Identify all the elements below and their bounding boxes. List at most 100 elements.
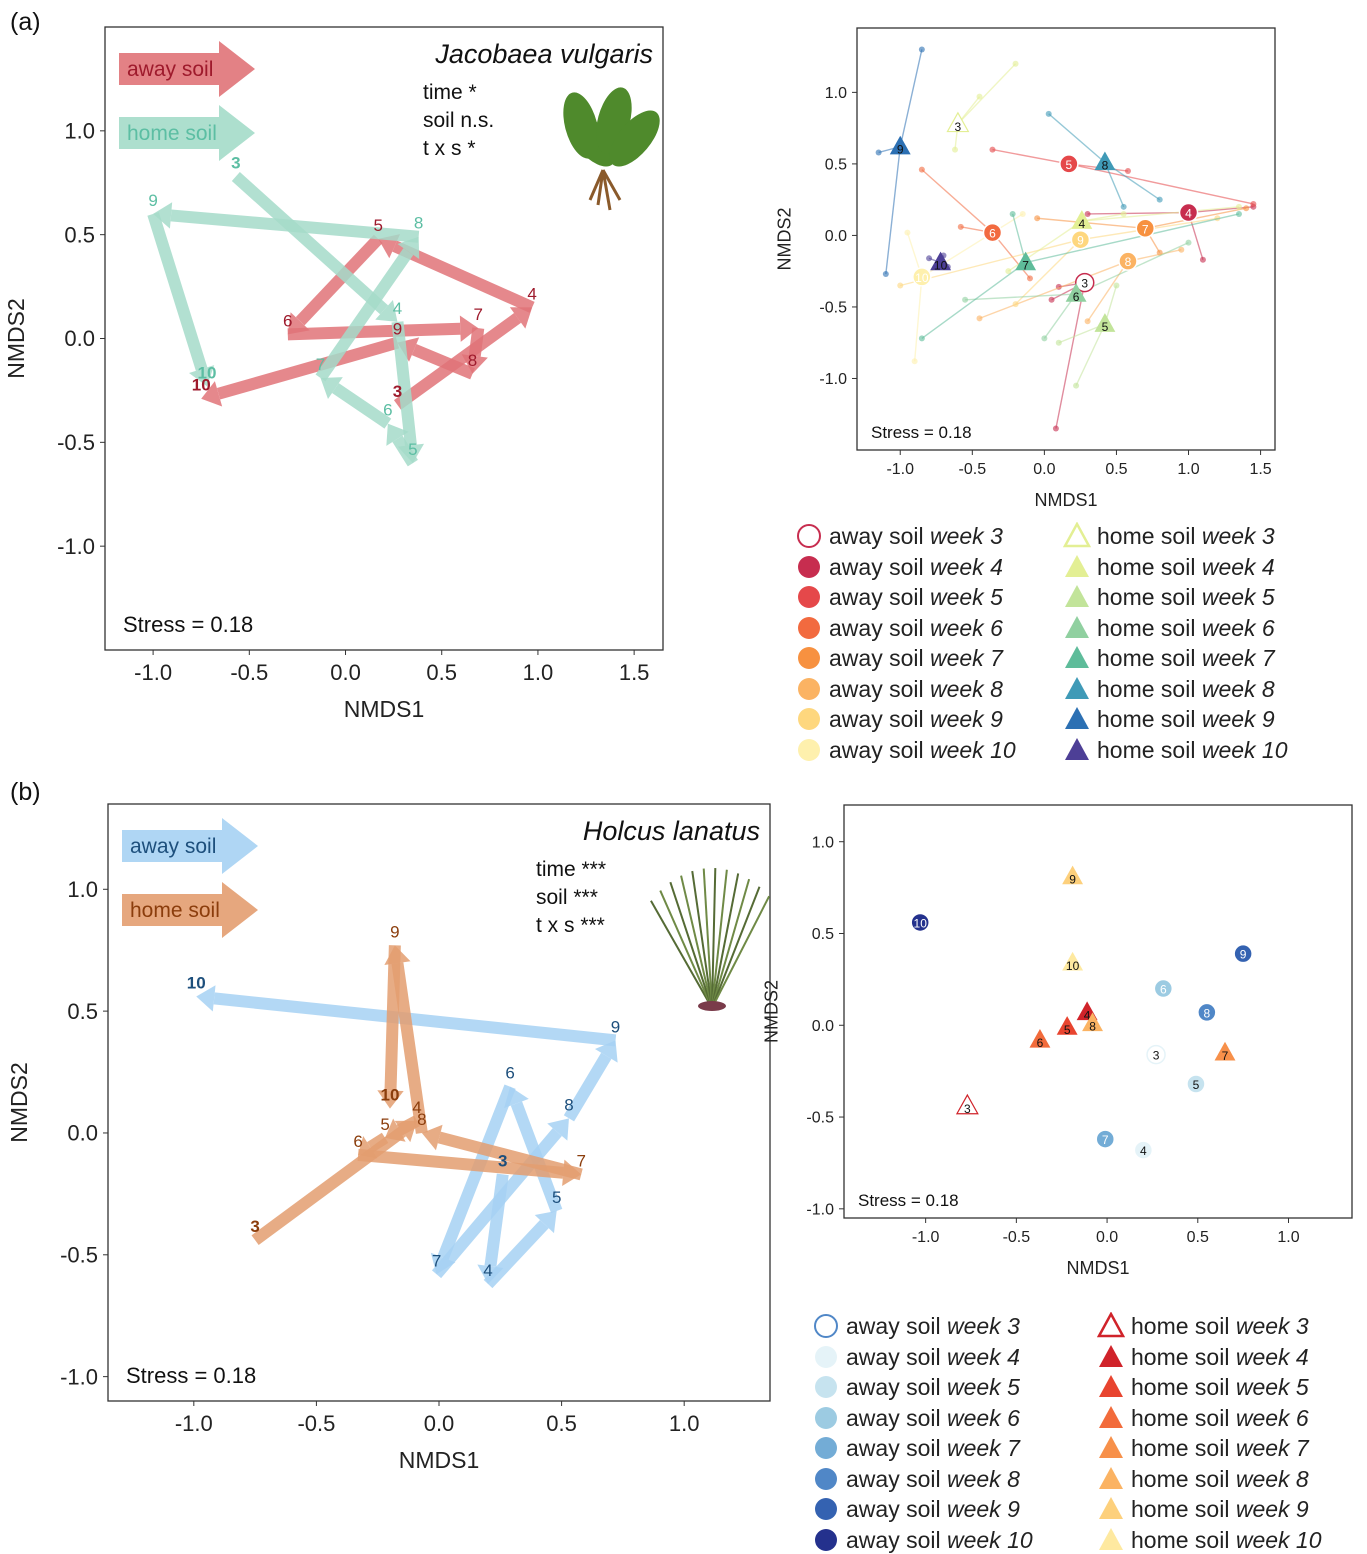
trajectory-arrow-shaft xyxy=(392,435,418,467)
legend-arrow xyxy=(119,105,255,161)
replicate-spoke xyxy=(1075,323,1106,386)
week-label: 5 xyxy=(380,1115,389,1134)
y-tick-label: -0.5 xyxy=(60,1242,98,1267)
centroid-triangle xyxy=(1094,313,1116,332)
legend-circle xyxy=(815,1528,837,1551)
legend-triangle-marker xyxy=(1099,1344,1123,1367)
legend-text: away soil week 3 xyxy=(846,1312,1020,1340)
legend-circle xyxy=(815,1498,837,1520)
week-label: 3 xyxy=(393,382,402,401)
stat-line: t x s *** xyxy=(536,914,605,937)
grass-blade xyxy=(711,868,717,1009)
trajectory-arrow-shaft xyxy=(357,1148,564,1179)
legend-week-text: week 5 xyxy=(1235,1374,1309,1400)
b_main-chart: -1.0 -0.5 0.0 0.5 1.0 -1.0 -0.5 0.0 0.5 1.0 NMDS1 N… xyxy=(6,803,771,1473)
panel-label: (b) xyxy=(10,778,41,806)
leaf xyxy=(609,110,660,167)
legend-circle-marker xyxy=(798,708,820,730)
replicate-spoke xyxy=(1015,239,1081,305)
legend-arrow-label: away soil xyxy=(130,835,216,858)
replicate-point xyxy=(1012,60,1019,67)
replicate-point xyxy=(918,46,925,53)
legend-soil-text: home soil xyxy=(1097,553,1202,580)
y-tick-label: 0.0 xyxy=(825,228,847,245)
week-label: 6 xyxy=(383,401,392,420)
legend-circle xyxy=(798,586,820,608)
plot-frame xyxy=(107,803,771,1402)
x-axis-label: NMDS1 xyxy=(1034,490,1097,510)
week-label: 9 xyxy=(148,191,157,210)
legend-week-text: week 3 xyxy=(929,523,1003,549)
grass-base xyxy=(698,1001,726,1011)
grass-blade xyxy=(702,868,713,1009)
legend-week-text: week 6 xyxy=(929,614,1003,641)
centroid-week-label: 3 xyxy=(1081,277,1088,291)
centroid-triangle xyxy=(1214,1041,1236,1061)
week-label: 4 xyxy=(527,284,536,303)
legend-triangle-marker xyxy=(1099,1497,1123,1519)
trajectory-arrow-shaft xyxy=(251,1126,407,1246)
legend-week-text: week 7 xyxy=(1235,1435,1309,1461)
legend-text: home soil week 8 xyxy=(1131,1465,1309,1493)
trajectory-arrow-shaft xyxy=(411,344,475,380)
trajectory-arrow-shaft xyxy=(367,1132,389,1153)
legend-week-text: week 4 xyxy=(929,553,1003,580)
y-tick-label: 0.5 xyxy=(825,156,847,173)
trajectory-arrow-shaft xyxy=(384,945,401,1091)
legend-arrow xyxy=(119,41,255,97)
replicate-spoke xyxy=(921,169,993,234)
week-label: 10 xyxy=(381,1086,400,1105)
stat-line: soil n.s. xyxy=(423,109,494,132)
legend-triangle xyxy=(1099,1466,1123,1489)
replicate-spoke xyxy=(957,63,1017,125)
legend-text: away soil week 3 xyxy=(829,522,1003,550)
centroid-week-label: 7 xyxy=(1222,1049,1229,1063)
centroid-triangle xyxy=(930,251,952,271)
stat-line: t x s * xyxy=(423,137,476,160)
x-tick-label: -1.0 xyxy=(886,461,914,478)
legend-triangle xyxy=(1099,1497,1123,1519)
week-label: 5 xyxy=(408,440,417,459)
x-tick-label: 0.5 xyxy=(426,660,457,685)
trajectory-arrow-head xyxy=(189,365,215,387)
week-label: 4 xyxy=(393,299,402,318)
week-label: 4 xyxy=(483,1261,492,1280)
plant-illustration-holcus xyxy=(650,868,771,1011)
replicate-spoke xyxy=(913,276,923,362)
centroid-week-label: 6 xyxy=(1073,290,1080,304)
legend-triangle-marker xyxy=(1065,646,1089,668)
replicate-point xyxy=(926,255,933,262)
species-name: Jacobaea vulgaris xyxy=(434,39,653,69)
replicate-point xyxy=(1052,425,1059,432)
centroid-triangle xyxy=(946,111,970,133)
replicate-point xyxy=(1120,210,1127,217)
centroid-week-label: 4 xyxy=(1084,1008,1091,1022)
legend-soil-text: away soil xyxy=(846,1465,947,1492)
centroid-triangle xyxy=(1062,865,1084,885)
replicate-point xyxy=(976,93,983,100)
legend-circle xyxy=(798,555,820,578)
centroid-week-label: 10 xyxy=(934,259,948,273)
legend-panel-a: away soil week 3 away soil week 4 away soi… xyxy=(795,522,1335,763)
legend-soil-text: away soil xyxy=(846,1313,947,1339)
legend-soil-text: home soil xyxy=(1131,1343,1236,1370)
legend-triangle-marker xyxy=(1065,554,1089,577)
legend-triangle-marker xyxy=(1099,1375,1123,1397)
legend-week-text: week 3 xyxy=(946,1313,1020,1339)
legend-triangle xyxy=(1065,615,1089,638)
x-tick-label: 1.0 xyxy=(669,1411,700,1436)
legend-soil-text: home soil xyxy=(1131,1313,1236,1339)
centroid-week-label: 6 xyxy=(1160,983,1167,997)
legend-week-text: week 6 xyxy=(946,1404,1020,1431)
replicate-spoke xyxy=(1011,213,1027,263)
x-tick-label: 1.0 xyxy=(1277,1229,1299,1246)
plant-illustration-jacobaea xyxy=(563,87,660,211)
centroid-circle xyxy=(1070,229,1091,250)
replicate-point xyxy=(1012,301,1019,308)
centroid-circle xyxy=(1153,978,1174,999)
legend-triangle xyxy=(1065,585,1089,607)
legend-triangle xyxy=(1099,1527,1123,1550)
legend-triangle-marker xyxy=(1065,707,1089,729)
x-tick-label: 1.5 xyxy=(619,660,650,685)
legend-soil-text: away soil xyxy=(846,1526,947,1553)
